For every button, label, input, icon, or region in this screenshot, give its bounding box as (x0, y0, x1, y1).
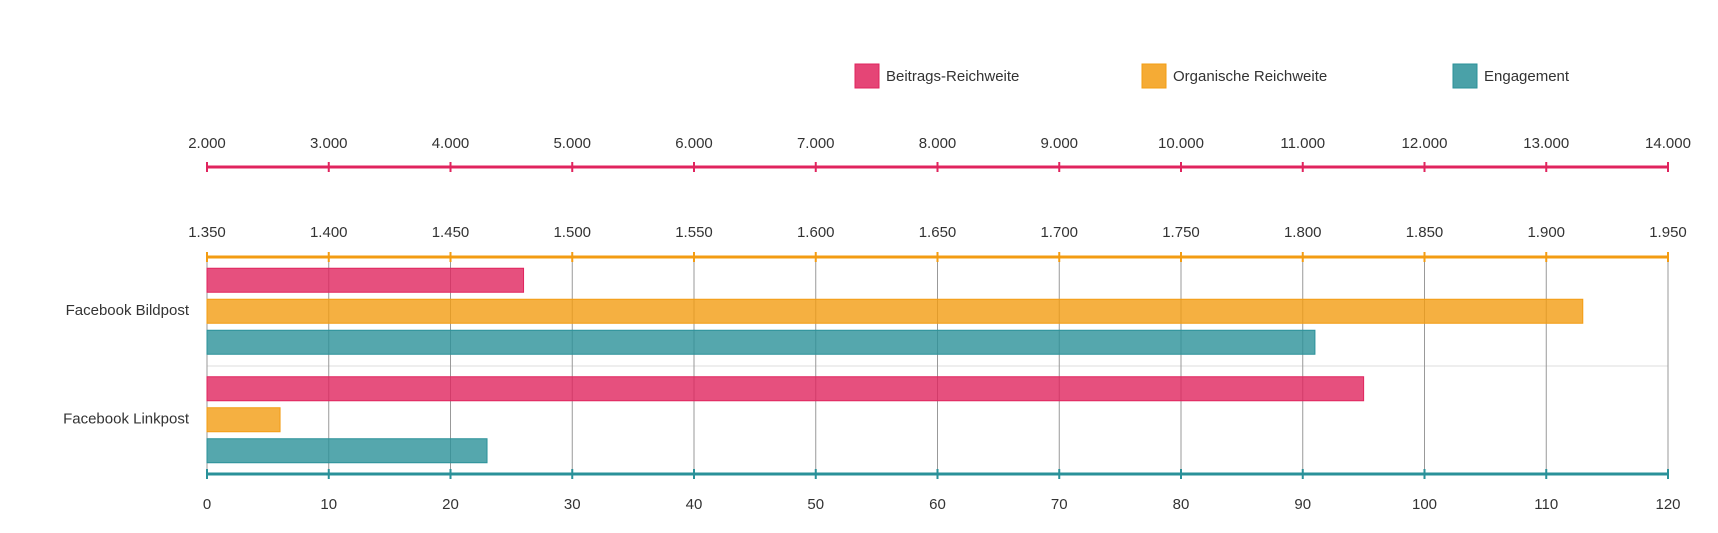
y-tick-label: Facebook Bildpost (66, 302, 190, 319)
x-tick-label: 14.000 (1645, 135, 1691, 152)
x-tick-label: 1.750 (1162, 224, 1200, 241)
legend-label: Organische Reichweite (1173, 68, 1327, 85)
x-tick-label: 110 (1534, 496, 1558, 513)
x-tick-label: 10.000 (1158, 135, 1204, 152)
x-tick-label: 1.700 (1040, 224, 1078, 241)
x-tick-label: 9.000 (1040, 135, 1078, 152)
x-tick-label: 90 (1294, 496, 1311, 513)
x-tick-label: 1.800 (1284, 224, 1322, 241)
x-tick-label: 11.000 (1280, 135, 1325, 152)
x-tick-label: 4.000 (432, 135, 470, 152)
x-tick-label: 1.950 (1649, 224, 1687, 241)
legend-label: Engagement (1484, 68, 1570, 85)
x-tick-label: 0 (203, 496, 211, 513)
x-tick-label: 1.550 (675, 224, 713, 241)
x-tick-label: 80 (1173, 496, 1190, 513)
x-tick-label: 1.350 (188, 224, 226, 241)
x-tick-label: 120 (1655, 496, 1680, 513)
bar (206, 438, 488, 464)
x-tick-label: 8.000 (919, 135, 957, 152)
bar (206, 298, 1584, 324)
x-tick-label: 100 (1412, 496, 1437, 513)
legend-swatch (1141, 63, 1167, 89)
x-tick-label: 7.000 (797, 135, 835, 152)
x-tick-label: 1.850 (1406, 224, 1444, 241)
x-tick-label: 40 (686, 496, 703, 513)
x-tick-label: 1.650 (919, 224, 957, 241)
bar (206, 376, 1365, 402)
x-tick-label: 10 (320, 496, 337, 513)
bar (206, 267, 525, 293)
x-tick-label: 1.500 (553, 224, 591, 241)
bar (206, 407, 281, 433)
x-tick-label: 12.000 (1402, 135, 1448, 152)
x-tick-label: 70 (1051, 496, 1068, 513)
x-tick-label: 5.000 (553, 135, 591, 152)
x-tick-label: 50 (807, 496, 824, 513)
x-tick-label: 1.400 (310, 224, 348, 241)
x-tick-label: 3.000 (310, 135, 348, 152)
legend-swatch (1452, 63, 1478, 89)
y-tick-label: Facebook Linkpost (63, 411, 190, 428)
x-tick-label: 60 (929, 496, 946, 513)
x-tick-label: 20 (442, 496, 459, 513)
x-tick-label: 13.000 (1523, 135, 1569, 152)
x-tick-label: 2.000 (188, 135, 226, 152)
x-tick-label: 30 (564, 496, 581, 513)
x-tick-label: 1.900 (1527, 224, 1565, 241)
legend-swatch (854, 63, 880, 89)
x-tick-label: 1.450 (432, 224, 470, 241)
legend-label: Beitrags-Reichweite (886, 68, 1019, 85)
bar (206, 329, 1316, 355)
x-tick-label: 6.000 (675, 135, 713, 152)
x-tick-label: 1.600 (797, 224, 835, 241)
